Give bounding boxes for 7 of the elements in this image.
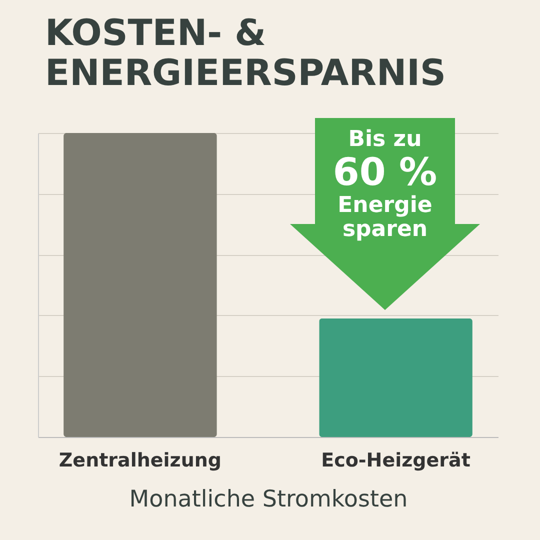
annotation: Energie sparen xyxy=(336,192,434,242)
x-tick-label: Zentralheizung xyxy=(58,450,222,472)
annotation: Bis zu xyxy=(347,127,423,152)
x-axis-title: Monatliche Stromkosten xyxy=(129,486,408,512)
x-tick-label: Eco-Heizgerät xyxy=(321,450,470,472)
annotation: 60 % xyxy=(332,150,438,194)
chart-title: KOSTEN- & ENERGIEERSPARNIS xyxy=(45,13,446,94)
